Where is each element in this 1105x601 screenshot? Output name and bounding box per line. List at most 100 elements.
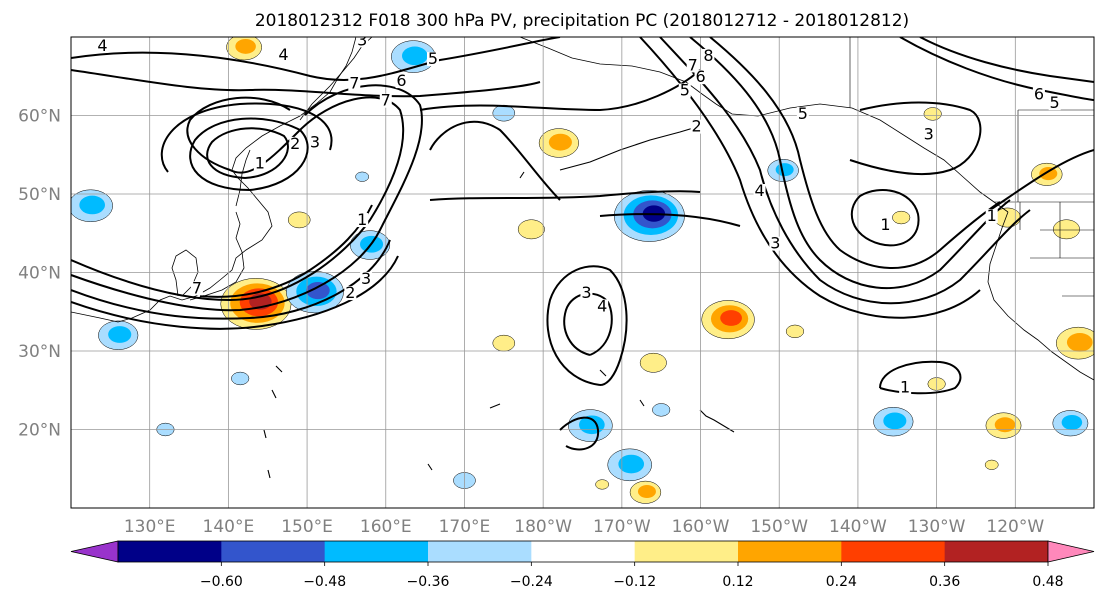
pv-contour-label: 2: [345, 283, 355, 302]
pv-label-background: [985, 209, 998, 224]
precip-positive-anomaly: [517, 219, 545, 240]
precip-positive-anomaly: [1053, 219, 1080, 240]
pv-contour-label: 3: [924, 124, 934, 143]
precip-contour-fill: [652, 403, 671, 417]
pv-contour-label: 4: [754, 181, 764, 200]
precip-contour-fill: [1066, 333, 1093, 352]
longitude-label: 160°E: [360, 517, 412, 537]
pv-contour-low-asia: [189, 117, 309, 191]
pv-contour-label: 7: [688, 55, 698, 74]
pv-contour-label: 1: [357, 210, 367, 229]
precip-contour-fill: [785, 324, 805, 339]
precip-contour-fill: [892, 210, 911, 225]
pacific-island-chains: [263, 125, 735, 479]
pv-label-background: [694, 70, 707, 85]
longitude-label: 170°W: [593, 517, 651, 537]
pv-label-background: [879, 217, 892, 232]
pv-label-background: [308, 135, 321, 150]
precip-positive-anomaly: [923, 107, 942, 121]
colorbar: [70, 540, 1095, 563]
precip-positive-anomaly: [892, 210, 911, 225]
pv-label-background: [360, 271, 373, 286]
pv-label-background: [580, 286, 593, 301]
precip-contour-fill: [108, 326, 132, 343]
precip-contour-fill: [994, 417, 1016, 433]
pv-contour-east-pacific-ridge: [989, 149, 1094, 211]
colorbar-tick-label: −0.24: [510, 574, 553, 590]
precip-negative-anomaly: [1052, 410, 1089, 437]
pv-contour-northeast-1: [899, 37, 1094, 101]
longitude-label: 150°W: [750, 517, 808, 537]
asia-coastline: [71, 37, 357, 323]
precip-contour-fill: [548, 133, 572, 151]
precip-positive-anomaly: [984, 459, 999, 470]
pv-contour-trough-asia-4: [71, 255, 399, 330]
pv-label-background: [753, 184, 766, 198]
colorbar-tick-label: −0.36: [407, 574, 450, 590]
latitude-labels: 20°N 30°N 40°N 50°N 60°N: [18, 107, 61, 441]
pv-contour-label: 7: [349, 73, 359, 92]
pv-contour-label: 6: [695, 67, 705, 86]
precip-contour-fill: [355, 171, 370, 182]
pv-label-background: [356, 213, 369, 228]
longitude-label: 130°E: [124, 517, 176, 537]
pv-contour-east-trough-3: [659, 37, 1031, 305]
precip-contour-fill: [923, 107, 942, 121]
precip-negative-anomaly: [568, 409, 613, 442]
pv-contour-label: 6: [396, 71, 406, 90]
pv-label-background: [796, 107, 809, 122]
pv-contour-cutoff-outer: [546, 265, 628, 386]
precip-contour-fill: [775, 163, 794, 177]
colorbar-segment: [118, 541, 222, 562]
pv-contour-label: 3: [770, 234, 780, 253]
precip-contour-fill: [231, 371, 250, 386]
pv-contour-label: 2: [692, 117, 702, 136]
map-frame: [70, 36, 1095, 509]
pv-contour-south-tail: [559, 416, 600, 451]
precip-contour-fill: [1053, 219, 1080, 240]
pv-contour-label: 5: [428, 49, 438, 68]
colorbar-segment: [841, 541, 946, 562]
pv-label-background: [344, 286, 357, 301]
north-america-west-coastline: [987, 211, 1094, 381]
colorbar-tick-labels: −0.60 −0.48 −0.36 −0.24 −0.12 0.12 0.24 0.36 0.4…: [200, 562, 1064, 590]
colorbar-segment: [531, 541, 636, 562]
pv-contour-east-low: [850, 189, 920, 247]
korea-coastline: [171, 249, 199, 297]
pv-contour-label: 4: [97, 36, 107, 55]
precip-positive-anomaly: [538, 128, 579, 158]
pv-label-background: [348, 76, 361, 91]
pv-contour-label: 3: [357, 30, 367, 49]
latitude-label: 20°N: [18, 421, 61, 441]
pv-label-background: [678, 83, 691, 98]
pv-contour-label: 1: [255, 154, 265, 173]
pv-label-background: [690, 119, 703, 134]
precip-contour-fill: [1061, 414, 1083, 430]
colorbar-tick-label: 0.48: [1032, 574, 1063, 590]
precip-positive-anomaly: [639, 352, 667, 373]
precip-negative-anomaly: [613, 190, 685, 242]
pv-contour-inner-trough: [199, 204, 373, 298]
pv-label-background: [426, 52, 439, 67]
colorbar-max-extension: [1047, 540, 1095, 563]
precip-negative-anomaly: [355, 171, 370, 182]
latitude-label: 30°N: [18, 342, 61, 362]
pv-contour-label: 5: [1050, 93, 1060, 112]
precip-contour-fill: [492, 334, 516, 352]
precip-contour-fill: [79, 195, 106, 215]
pv-label-background: [1032, 87, 1045, 102]
pv-contour-northeast-2: [919, 37, 1094, 83]
precip-positive-anomaly: [629, 480, 662, 504]
precip-positive-anomaly: [595, 479, 610, 490]
pv-label-background: [769, 236, 782, 251]
pv-contour-label: 7: [381, 91, 391, 110]
pv-contour-ridge-center: [429, 120, 561, 201]
pv-contour-label: 4: [597, 296, 607, 315]
pv-label-background: [379, 93, 392, 108]
precip-contour-fill: [984, 459, 999, 470]
pv-contour-label: 7: [192, 278, 202, 297]
precip-contour-fill: [517, 219, 545, 240]
precip-negative-anomaly: [767, 159, 799, 182]
precip-positive-anomaly: [985, 412, 1022, 439]
